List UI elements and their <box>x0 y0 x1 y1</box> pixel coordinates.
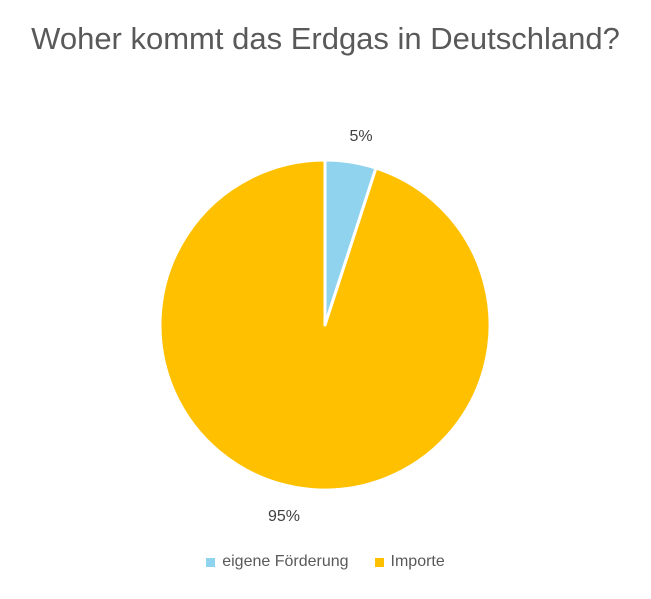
legend-swatch-eigene-foerderung <box>206 557 216 567</box>
data-label-eigene-foerderung: 5% <box>349 128 372 145</box>
chart-title: Woher kommt das Erdgas in Deutschland? <box>31 21 620 56</box>
legend-label-importe: Importe <box>390 553 445 570</box>
legend-item-eigene-foerderung: eigene Förderung <box>206 553 349 571</box>
chart-legend: eigene Förderung Importe <box>0 553 651 571</box>
legend-item-importe: Importe <box>374 553 445 571</box>
legend-swatch-importe <box>374 557 384 567</box>
legend-label-eigene-foerderung: eigene Förderung <box>222 553 349 570</box>
data-label-importe: 95% <box>268 508 300 525</box>
pie-slice-importe <box>158 158 492 492</box>
